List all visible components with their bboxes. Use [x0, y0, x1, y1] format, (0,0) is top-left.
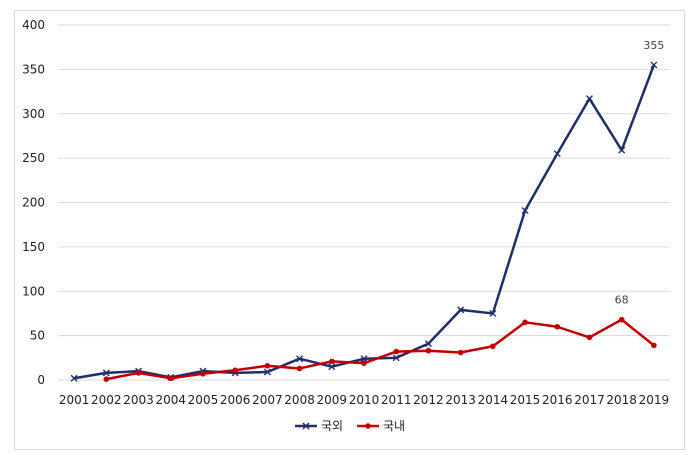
gridlines: [58, 24, 670, 381]
x-tick-label: 2017: [574, 393, 605, 407]
data-point-series-1: [457, 349, 464, 356]
data-point-series-0: [521, 206, 529, 214]
data-point-series-0: [360, 355, 368, 363]
legend-marker-1: [365, 423, 371, 429]
data-point-series-0: [618, 146, 626, 154]
data-label-series-1: 68: [615, 294, 629, 307]
x-tick-label: 2010: [349, 393, 380, 407]
y-tick-label: 400: [22, 18, 45, 32]
y-tick-label: 300: [22, 107, 45, 121]
data-point-series-1: [135, 370, 142, 376]
data-point-series-1: [425, 347, 432, 354]
chart-frame: [14, 10, 685, 450]
data-point-series-1: [200, 370, 206, 377]
data-point-series-0: [585, 95, 593, 103]
legend-item-series-1: 국내: [357, 419, 405, 433]
y-tick-label: 250: [22, 151, 45, 165]
data-point-series-1: [554, 323, 561, 330]
data-label-series-0: 355: [643, 39, 664, 52]
data-point-series-1: [490, 343, 496, 350]
x-tick-label: 2008: [284, 393, 315, 407]
data-point-series-1: [328, 358, 335, 365]
y-tick-label: 100: [22, 284, 45, 298]
y-tick-label: 200: [22, 196, 45, 210]
data-point-series-1: [264, 363, 271, 369]
data-point-series-1: [618, 316, 625, 323]
x-tick-label: 2015: [510, 393, 541, 407]
data-labels: 355 68: [615, 39, 665, 307]
data-point-series-1: [361, 360, 367, 366]
data-point-series-1: [167, 375, 174, 382]
x-tick-label: 2003: [123, 393, 154, 407]
series-line-1: [106, 318, 655, 381]
data-point-series-0: [296, 355, 304, 363]
data-point-series-0: [70, 374, 78, 382]
legend: 국외 국내: [295, 419, 405, 433]
data-point-series-0: [424, 340, 432, 348]
data-point-series-0: [263, 368, 271, 376]
x-tick-label: 2013: [445, 393, 476, 407]
y-tick-label: 350: [22, 62, 45, 76]
x-tick-label: 2006: [220, 393, 251, 407]
x-tick-label: 2009: [317, 393, 348, 407]
y-axis-ticks: 0 50 100 150 200 250 300 350 400: [22, 18, 45, 387]
data-point-series-1: [522, 319, 528, 326]
legend-item-series-0: 국외: [295, 419, 343, 433]
y-tick-label: 0: [37, 373, 45, 387]
data-point-series-0: [553, 150, 561, 158]
data-point-series-1: [586, 334, 593, 341]
data-point-series-1: [296, 365, 303, 372]
legend-marker-series-1: [365, 423, 371, 429]
legend-label-series-1: 국내: [383, 419, 405, 433]
series-lines: [70, 61, 658, 382]
x-tick-label: 2001: [59, 393, 90, 407]
x-tick-label: 2005: [188, 393, 219, 407]
x-tick-label: 2002: [91, 393, 122, 407]
data-point-series-1: [103, 376, 110, 382]
data-point-series-0: [650, 61, 658, 69]
y-tick-label: 50: [30, 329, 45, 343]
x-axis-ticks: 2001 2002 2003 2004 2005 2006 2007 2008 2009 2010…: [59, 393, 669, 407]
x-tick-label: 2007: [252, 393, 283, 407]
legend-marker-series-0: [302, 422, 310, 430]
x-tick-label: 2018: [606, 393, 637, 407]
data-point-series-0: [328, 363, 336, 371]
x-tick-label: 2011: [381, 393, 412, 407]
x-tick-label: 2004: [155, 393, 186, 407]
y-tick-label: 150: [22, 240, 45, 254]
data-point-series-1: [651, 342, 657, 349]
data-point-series-1: [232, 367, 238, 374]
x-tick-label: 2014: [478, 393, 509, 407]
x-tick-label: 2016: [542, 393, 573, 407]
data-point-series-1: [393, 348, 400, 355]
legend-marker-0: [302, 422, 310, 430]
x-tick-label: 2019: [639, 393, 670, 407]
data-point-series-0: [457, 306, 465, 314]
x-tick-label: 2012: [413, 393, 444, 407]
data-point-series-0: [102, 369, 110, 377]
data-point-series-0: [392, 354, 400, 362]
legend-label-series-0: 국외: [321, 419, 343, 433]
data-point-series-0: [489, 309, 497, 317]
